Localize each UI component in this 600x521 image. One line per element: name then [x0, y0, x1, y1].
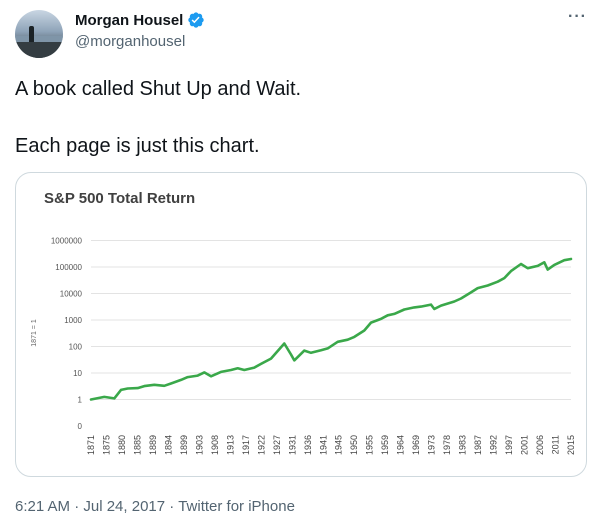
- more-icon[interactable]: ···: [568, 8, 587, 25]
- x-tick-label: 1922: [256, 435, 266, 455]
- x-tick-label: 1964: [396, 435, 406, 455]
- x-tick-label: 1913: [225, 435, 235, 455]
- x-tick-label: 1936: [303, 435, 313, 455]
- y-tick-label: 1: [78, 396, 83, 405]
- tweet-meta: 6:21 AM · Jul 24, 2017 · Twitter for iPh…: [15, 498, 295, 515]
- x-tick-label: 1997: [504, 435, 514, 455]
- source-label[interactable]: Twitter for iPhone: [178, 498, 295, 515]
- x-tick-label: 2001: [520, 435, 530, 455]
- y-tick-label: 1000: [64, 316, 82, 325]
- x-tick-label: 1992: [489, 435, 499, 455]
- author-handle[interactable]: @morganhousel: [75, 33, 186, 50]
- x-tick-label: 1945: [334, 435, 344, 455]
- tweet-text-line-1: A book called Shut Up and Wait.: [15, 78, 302, 100]
- x-tick-label: 1889: [148, 435, 158, 455]
- author-name-row[interactable]: Morgan Housel: [75, 11, 205, 29]
- tweet-text-line-2: Each page is just this chart.: [15, 135, 260, 157]
- meta-separator: ·: [169, 498, 179, 515]
- x-tick-label: 1885: [132, 435, 142, 455]
- series-line: [89, 257, 573, 401]
- timestamp[interactable]: 6:21 AM · Jul 24, 2017: [15, 498, 166, 515]
- x-tick-label: 1875: [101, 435, 111, 455]
- y-tick-label: 100: [69, 343, 83, 352]
- x-tick-label: 1983: [458, 435, 468, 455]
- chart-title: S&P 500 Total Return: [44, 190, 195, 207]
- x-tick-label: 1931: [287, 435, 297, 455]
- x-tick-label: 1987: [473, 435, 483, 455]
- x-tick-label: 1871: [86, 435, 96, 455]
- x-tick-label: 1880: [117, 435, 127, 455]
- y-tick-label: 100000: [55, 263, 82, 272]
- x-tick-label: 1908: [210, 435, 220, 455]
- x-tick-label: 1950: [349, 435, 359, 455]
- y-tick-label: 10: [73, 369, 82, 378]
- display-name[interactable]: Morgan Housel: [75, 11, 184, 29]
- x-tick-label: 1927: [272, 435, 282, 455]
- x-tick-label: 1899: [179, 435, 189, 455]
- chart-image-card[interactable]: S&P 500 Total Return 0 1 10 100 1000 10000 1000…: [15, 172, 587, 477]
- x-tick-label: 1941: [318, 435, 328, 455]
- x-tick-label: 1973: [427, 435, 437, 455]
- x-tick-label: 1959: [380, 435, 390, 455]
- x-tick-label: 1978: [442, 435, 452, 455]
- y-tick-label: 1000000: [51, 237, 83, 246]
- x-tick-label: 2015: [566, 435, 576, 455]
- x-tick-label: 1894: [163, 435, 173, 455]
- y-tick-label: 0: [78, 422, 83, 431]
- avatar[interactable]: [15, 10, 63, 58]
- x-tick-label: 2006: [535, 435, 545, 455]
- x-tick-label: 2011: [551, 435, 561, 454]
- x-tick-label: 1903: [194, 435, 204, 455]
- x-tick-label: 1917: [241, 435, 251, 455]
- y-tick-label: 10000: [60, 290, 83, 299]
- chart: S&P 500 Total Return 0 1 10 100 1000 10000 1000…: [31, 190, 576, 455]
- x-tick-label: 1955: [365, 435, 375, 455]
- y-axis-label: 1871 = 1: [31, 319, 38, 347]
- verified-badge-icon: [188, 12, 205, 28]
- x-tick-label: 1969: [411, 435, 421, 455]
